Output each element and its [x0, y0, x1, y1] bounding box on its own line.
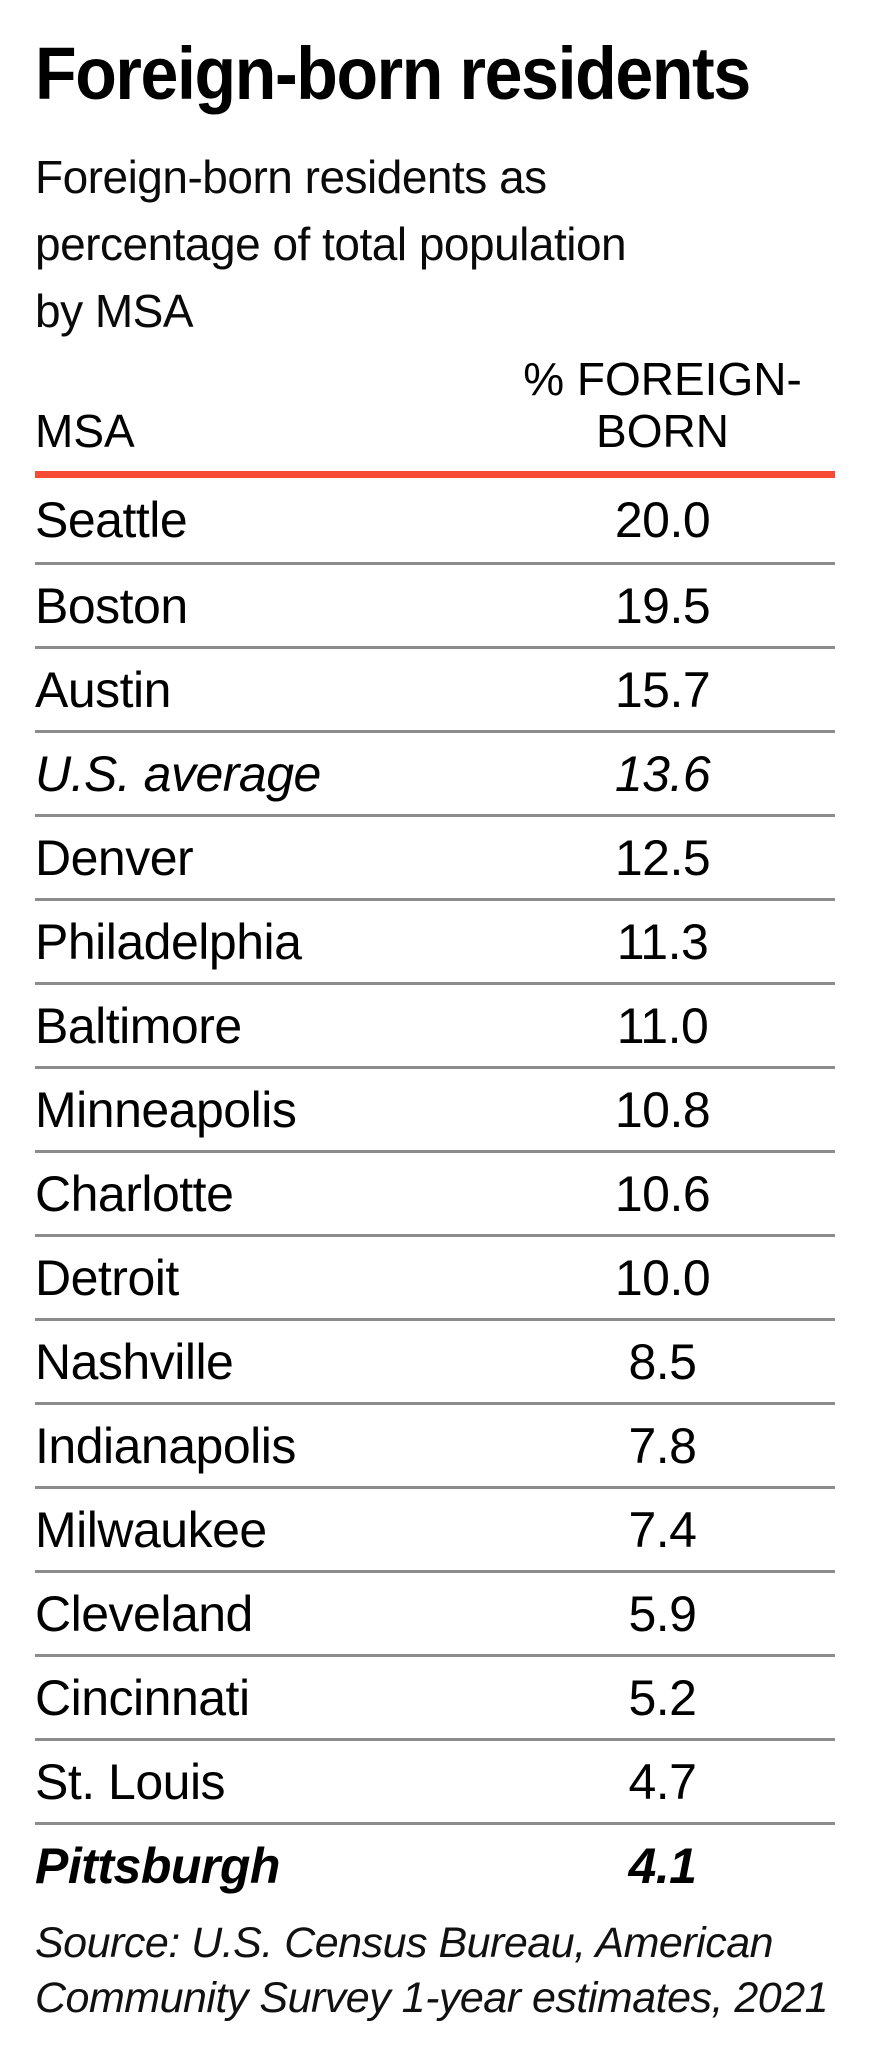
value-cell: 8.5 [628, 1333, 697, 1390]
table-row: Baltimore 11.0 [35, 982, 835, 1066]
chart-subtitle: Foreign-born residents as percentage of … [35, 144, 835, 345]
table-row: Seattle 20.0 [35, 478, 835, 562]
column-header-percent-foreign-born: % FOREIGN- BORN [490, 353, 835, 457]
value-cell: 5.2 [628, 1669, 697, 1726]
table-body: Seattle 20.0 Boston 19.5 Austin 15.7 U.S… [35, 478, 835, 1906]
column-header-msa: MSA [35, 405, 135, 457]
subtitle-line-2: percentage of total population [35, 218, 627, 270]
table-row: Minneapolis 10.8 [35, 1066, 835, 1150]
value-cell: 10.8 [614, 1081, 711, 1138]
msa-cell: Cleveland [35, 1585, 253, 1642]
page-title: Foreign-born residents [35, 32, 751, 115]
msa-cell: Charlotte [35, 1165, 234, 1222]
table-row: Indianapolis 7.8 [35, 1402, 835, 1486]
msa-cell: Austin [35, 661, 171, 718]
table-row: Charlotte 10.6 [35, 1150, 835, 1234]
table-row: Nashville 8.5 [35, 1318, 835, 1402]
table-row: Boston 19.5 [35, 562, 835, 646]
subtitle-line-1: Foreign-born residents as [35, 151, 547, 203]
msa-cell: Cincinnati [35, 1669, 250, 1726]
table-header-row: MSA % FOREIGN- BORN [35, 353, 835, 457]
msa-cell: Seattle [35, 492, 188, 548]
value-cell: 19.5 [614, 577, 711, 634]
value-cell: 20.0 [614, 492, 711, 548]
msa-cell: Milwaukee [35, 1501, 267, 1558]
value-cell: 5.9 [628, 1585, 697, 1642]
msa-cell: Minneapolis [35, 1081, 297, 1138]
table-row: U.S. average 13.6 [35, 730, 835, 814]
subtitle-line-3: by MSA [35, 285, 194, 337]
msa-cell: Baltimore [35, 997, 242, 1054]
header-accent-rule [35, 471, 835, 478]
table-row: Philadelphia 11.3 [35, 898, 835, 982]
msa-cell: U.S. average [35, 745, 321, 802]
msa-cell: Indianapolis [35, 1417, 296, 1474]
value-cell: 4.1 [628, 1837, 697, 1894]
table-row: Austin 15.7 [35, 646, 835, 730]
table-row: Pittsburgh 4.1 [35, 1822, 835, 1906]
value-cell: 7.8 [628, 1417, 697, 1474]
source-line-2: Community Survey 1-year estimates, 2021 [35, 1974, 829, 2022]
value-cell: 10.6 [614, 1165, 711, 1222]
table-row: Milwaukee 7.4 [35, 1486, 835, 1570]
value-header-line-1: % FOREIGN- [523, 353, 802, 405]
value-cell: 13.6 [614, 745, 711, 802]
value-cell: 12.5 [614, 829, 711, 886]
msa-cell: Boston [35, 577, 188, 634]
value-cell: 11.0 [616, 997, 709, 1054]
value-cell: 7.4 [628, 1501, 697, 1558]
value-header-line-2: BORN [596, 405, 729, 457]
table-row: Detroit 10.0 [35, 1234, 835, 1318]
msa-cell: Pittsburgh [35, 1837, 280, 1894]
table-row: St. Louis 4.7 [35, 1738, 835, 1822]
source-note: Source: U.S. Census Bureau, American Com… [35, 1916, 835, 2026]
table-row: Cincinnati 5.2 [35, 1654, 835, 1738]
value-cell: 15.7 [614, 661, 711, 718]
msa-cell: Nashville [35, 1333, 234, 1390]
msa-cell: Denver [35, 829, 194, 886]
table-row: Cleveland 5.9 [35, 1570, 835, 1654]
msa-cell: St. Louis [35, 1753, 226, 1810]
value-cell: 10.0 [614, 1249, 711, 1306]
msa-cell: Detroit [35, 1249, 179, 1306]
table-row: Denver 12.5 [35, 814, 835, 898]
value-cell: 4.7 [628, 1753, 697, 1810]
msa-cell: Philadelphia [35, 913, 302, 970]
value-cell: 11.3 [616, 913, 709, 970]
source-line-1: Source: U.S. Census Bureau, American [35, 1919, 774, 1967]
